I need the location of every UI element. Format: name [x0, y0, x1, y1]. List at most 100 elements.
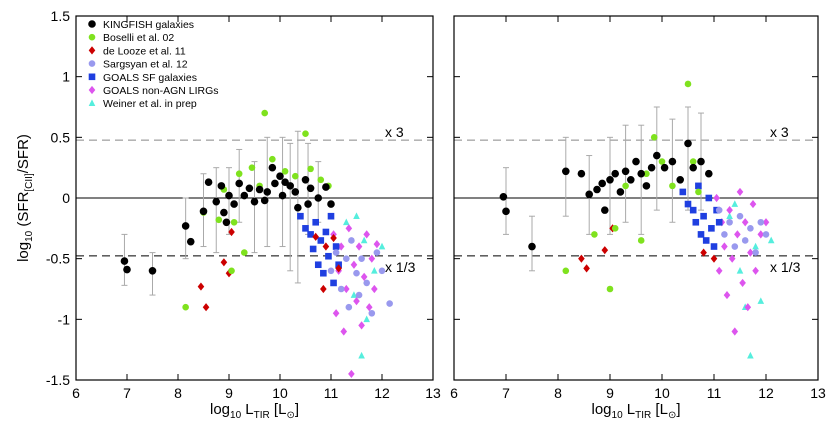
data-point — [702, 237, 710, 244]
data-point — [368, 254, 376, 263]
y-tick-label: 1.5 — [51, 8, 71, 24]
data-point — [713, 193, 720, 203]
data-point — [689, 158, 697, 165]
data-point — [345, 303, 353, 311]
data-point — [684, 139, 692, 148]
y-tick-label: -0.5 — [46, 251, 70, 267]
data-point — [606, 285, 614, 293]
data-point — [616, 188, 625, 196]
y-tick-label: 0.5 — [51, 129, 71, 145]
data-point — [343, 284, 350, 294]
data-point — [697, 231, 705, 238]
data-point — [593, 185, 601, 194]
data-point — [368, 309, 376, 317]
data-point — [373, 240, 381, 249]
data-point — [736, 267, 744, 274]
x-label-part: [L — [651, 401, 668, 418]
data-point — [225, 191, 233, 200]
legend-label: de Looze et al. 11 — [103, 45, 186, 57]
data-point — [577, 169, 586, 178]
series-sargsyan-et-al-12 — [327, 237, 393, 317]
data-point — [757, 218, 765, 226]
data-point — [261, 109, 269, 117]
annotation-x1-3: x 1/3 — [385, 259, 416, 275]
data-point — [378, 242, 386, 250]
series-kingfish-galaxies — [120, 163, 335, 275]
data-point — [757, 297, 765, 304]
data-point — [637, 237, 645, 244]
data-point — [747, 225, 754, 232]
data-point — [611, 169, 620, 178]
data-point — [749, 199, 757, 209]
data-point — [752, 249, 759, 256]
data-point — [204, 178, 213, 187]
data-point — [240, 191, 249, 200]
data-point — [182, 303, 189, 311]
data-point — [598, 179, 607, 188]
data-point — [371, 267, 378, 274]
data-point — [355, 291, 363, 299]
data-point — [363, 230, 370, 239]
legend-item: KINGFISH galaxies — [88, 19, 194, 31]
x-tick-label: 7 — [502, 385, 510, 401]
data-point — [739, 278, 746, 288]
data-point — [353, 297, 360, 306]
data-point — [314, 194, 323, 202]
data-point — [212, 197, 221, 206]
x-label-part: ] — [676, 401, 680, 418]
x-tick-label: 8 — [554, 385, 562, 401]
y-label-part: (SFR — [15, 191, 32, 230]
data-point — [343, 218, 350, 226]
x-tick-label: 6 — [450, 385, 458, 401]
data-point — [622, 182, 629, 190]
data-point — [327, 267, 335, 275]
legend-marker — [88, 20, 96, 28]
data-point — [292, 172, 299, 180]
data-point — [583, 264, 590, 273]
x-tick-label: 10 — [272, 385, 288, 401]
data-point — [312, 218, 319, 226]
annotation-x3: x 3 — [385, 124, 404, 140]
data-point — [181, 222, 190, 230]
x-tick-label: 11 — [324, 385, 339, 401]
legend-label: KINGFISH galaxies — [103, 19, 194, 31]
data-point — [726, 218, 733, 226]
data-point — [317, 237, 325, 244]
data-point — [715, 218, 723, 226]
x-axis-label: log10 LTIR [L⊙] — [210, 401, 299, 421]
data-point — [499, 192, 508, 201]
data-point — [650, 134, 658, 141]
y-label-part: log — [15, 242, 32, 262]
data-point — [312, 232, 319, 241]
x-tick-label: 12 — [374, 385, 390, 401]
data-point — [658, 158, 666, 165]
data-point — [337, 242, 345, 251]
data-point — [378, 267, 386, 275]
data-point — [723, 290, 731, 300]
data-point — [348, 369, 355, 379]
legend-marker — [88, 73, 96, 81]
y-tick-label: 1 — [62, 69, 70, 85]
data-point — [371, 284, 378, 294]
data-point — [302, 225, 309, 232]
data-point — [230, 200, 238, 208]
data-point — [363, 279, 371, 287]
data-point — [350, 260, 358, 269]
data-point — [695, 188, 702, 196]
legend-marker — [88, 85, 96, 95]
data-point — [692, 218, 700, 226]
series-de-looze-et-al-11 — [197, 227, 342, 312]
data-point — [301, 176, 310, 184]
series-goals-non-agn-lirgs — [713, 187, 770, 336]
x-tick-label: 13 — [810, 385, 826, 401]
x-tick-label: 6 — [72, 385, 80, 401]
x-tick-label: 12 — [758, 385, 774, 401]
data-point — [220, 258, 228, 267]
data-point — [309, 245, 317, 253]
data-point — [327, 212, 335, 220]
x-label-part: L — [623, 401, 636, 418]
x-label-part: [L — [270, 401, 287, 418]
data-point — [322, 183, 330, 191]
x-tick-label: 13 — [425, 385, 441, 401]
